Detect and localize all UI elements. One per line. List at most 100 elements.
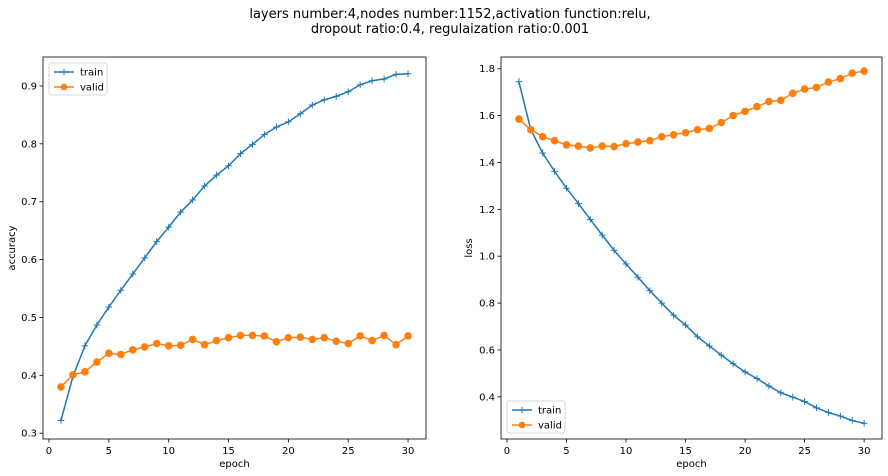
- data-point-train-30: [860, 419, 868, 427]
- data-point-valid-23: [776, 96, 785, 105]
- legend-label-valid: valid: [538, 421, 562, 432]
- x-tick-label-10: 10: [162, 446, 175, 457]
- data-point-valid-18: [260, 332, 269, 340]
- data-point-valid-25: [344, 339, 353, 348]
- data-point-train-5: [563, 184, 570, 192]
- accuracy-subplot: 0 5 10 15 20 25 30 0.3 0.4 0.5 0.6 0.7 0.8 0.9 epoch ac…: [7, 56, 427, 470]
- data-point-valid-27: [824, 78, 833, 86]
- data-point-train-12: [189, 196, 196, 204]
- data-point-valid-23: [320, 333, 329, 342]
- data-point-train-16: [237, 150, 244, 157]
- data-point-train-4: [93, 321, 101, 329]
- data-point-train-1: [515, 78, 523, 85]
- data-point-train-1: [57, 417, 65, 424]
- x-tick-label-0: 0: [504, 446, 510, 457]
- data-point-valid-19: [272, 337, 281, 346]
- data-point-valid-17: [248, 331, 257, 340]
- data-point-valid-3: [81, 368, 89, 376]
- data-point-train-20: [741, 368, 749, 376]
- data-point-train-8: [598, 231, 606, 239]
- suptitle-line-1: layers number:4,nodes number:1152,activa…: [249, 7, 650, 22]
- data-point-train-11: [634, 273, 642, 281]
- data-point-valid-14: [669, 131, 678, 139]
- data-point-valid-16: [693, 125, 702, 134]
- data-point-valid-24: [332, 337, 341, 345]
- y-tick-label-0.9: 0.9: [21, 81, 37, 92]
- data-point-train-26: [813, 404, 820, 412]
- data-point-train-16: [694, 333, 701, 341]
- y-axis-label: accuracy: [7, 225, 18, 270]
- y-axis-label: loss: [464, 238, 475, 257]
- x-tick-label-0: 0: [46, 446, 52, 457]
- x-tick-label-20: 20: [282, 446, 295, 457]
- data-point-train-7: [586, 216, 594, 223]
- data-point-valid-1: [57, 383, 65, 391]
- data-point-valid-4: [93, 358, 101, 366]
- x-axis-label: epoch: [676, 459, 706, 470]
- x-tick-label-30: 30: [402, 446, 415, 457]
- data-point-valid-1: [515, 115, 523, 123]
- data-point-valid-7: [586, 144, 595, 152]
- y-tick-label-1: 1.0: [479, 252, 495, 263]
- data-point-train-25: [344, 88, 352, 96]
- data-point-train-6: [575, 200, 582, 207]
- x-tick-label-25: 25: [342, 446, 355, 457]
- data-point-valid-9: [610, 142, 618, 151]
- data-point-valid-21: [753, 102, 761, 111]
- data-point-train-17: [249, 141, 256, 148]
- data-point-train-9: [153, 238, 161, 245]
- axes-frame: [500, 56, 883, 440]
- data-point-valid-21: [296, 333, 305, 341]
- data-point-train-24: [789, 393, 797, 401]
- legend-label-valid: valid: [80, 83, 104, 94]
- data-point-valid-15: [681, 128, 690, 137]
- data-point-valid-10: [164, 342, 173, 350]
- data-point-valid-18: [717, 118, 726, 127]
- data-point-train-25: [801, 398, 808, 405]
- data-point-train-4: [551, 168, 558, 175]
- data-point-valid-28: [836, 74, 845, 83]
- data-point-valid-6: [116, 350, 125, 359]
- data-point-train-15: [225, 162, 232, 170]
- data-point-train-19: [729, 360, 737, 368]
- data-point-train-22: [765, 382, 773, 390]
- x-tick-label-5: 5: [106, 446, 112, 457]
- data-point-train-3: [81, 342, 89, 350]
- data-point-train-27: [825, 409, 832, 416]
- data-point-train-13: [658, 299, 666, 307]
- x-tick-label-15: 15: [222, 446, 235, 457]
- y-tick-label-1.6: 1.6: [479, 111, 495, 122]
- data-point-valid-28: [380, 331, 388, 340]
- data-point-train-24: [332, 93, 340, 100]
- data-point-train-29: [392, 71, 400, 78]
- data-point-train-10: [165, 223, 172, 231]
- data-point-valid-22: [765, 97, 773, 106]
- y-tick-label-1.8: 1.8: [479, 64, 495, 75]
- axes-frame: [42, 56, 427, 440]
- data-point-valid-14: [212, 336, 221, 345]
- x-tick-label-25: 25: [798, 446, 811, 457]
- y-tick-label-0.3: 0.3: [21, 429, 37, 440]
- legend-marker-valid: [60, 83, 68, 91]
- data-point-train-5: [105, 303, 113, 311]
- loss-subplot: 0 5 10 15 20 25 30 0.4 0.6 0.8 1.0 1.2 1.4 1.6 1.8 epoc…: [464, 56, 883, 470]
- data-point-valid-16: [236, 331, 245, 340]
- y-tick-label-0.4: 0.4: [21, 371, 37, 382]
- data-point-train-7: [129, 270, 137, 278]
- data-point-valid-6: [574, 142, 583, 150]
- data-point-valid-26: [812, 83, 821, 92]
- data-point-train-22: [308, 101, 316, 109]
- data-point-valid-4: [550, 136, 559, 145]
- x-tick-label-15: 15: [679, 446, 692, 457]
- data-point-valid-2: [69, 370, 77, 379]
- data-point-train-14: [213, 171, 220, 179]
- data-point-valid-15: [224, 333, 233, 342]
- data-point-valid-30: [860, 67, 868, 75]
- data-point-train-28: [380, 75, 388, 83]
- data-point-valid-9: [152, 339, 161, 348]
- data-point-valid-7: [128, 346, 137, 354]
- data-point-valid-12: [188, 335, 197, 344]
- y-tick-label-1.4: 1.4: [479, 158, 495, 169]
- legend-label-train: train: [80, 68, 103, 79]
